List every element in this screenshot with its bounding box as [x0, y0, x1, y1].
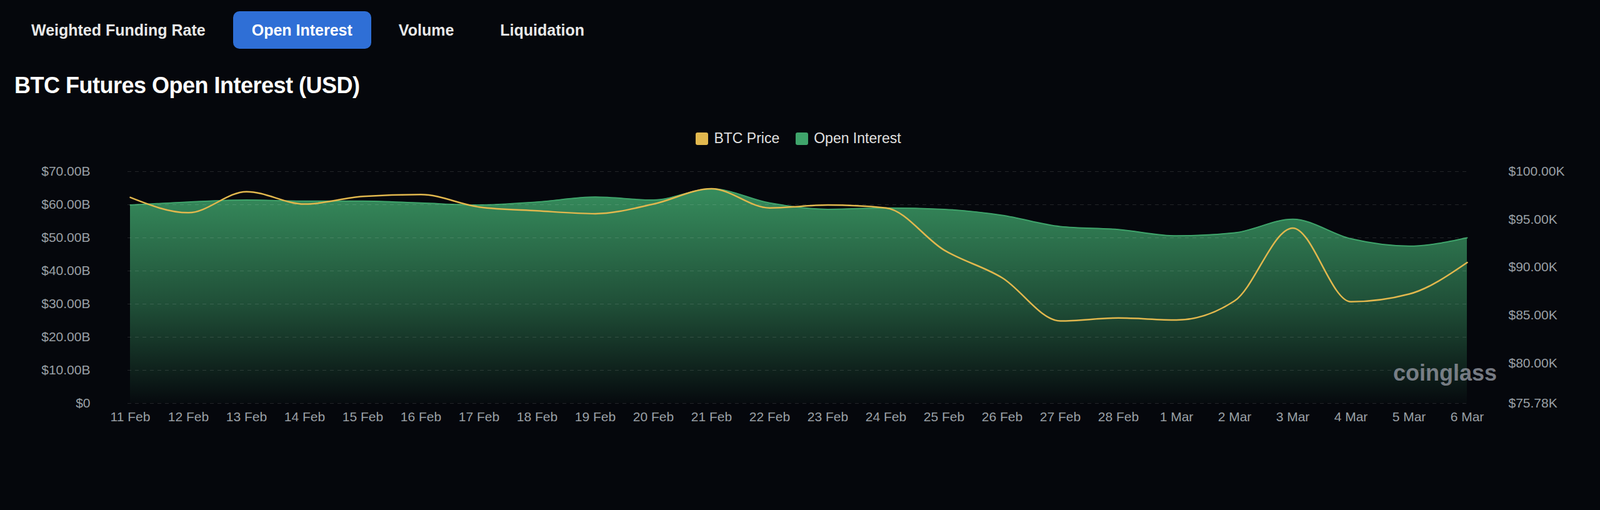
svg-text:$75.78K: $75.78K — [1508, 395, 1558, 410]
svg-text:15 Feb: 15 Feb — [342, 409, 384, 424]
svg-text:12 Feb: 12 Feb — [168, 409, 209, 424]
svg-text:$60.00B: $60.00B — [41, 196, 90, 212]
svg-text:17 Feb: 17 Feb — [458, 409, 500, 424]
svg-text:16 Feb: 16 Feb — [400, 409, 442, 424]
svg-text:20 Feb: 20 Feb — [633, 409, 674, 424]
svg-text:2 Mar: 2 Mar — [1218, 409, 1252, 424]
svg-text:21 Feb: 21 Feb — [691, 409, 732, 424]
svg-text:$80.00K: $80.00K — [1508, 355, 1558, 370]
html-text:Open Interest: Open Interest — [251, 21, 353, 39]
svg-text:$85.00K: $85.00K — [1508, 307, 1558, 322]
svg-text:26 Feb: 26 Feb — [981, 409, 1023, 424]
html-text:BTC Price: BTC Price — [714, 130, 780, 147]
svg-text:3 Mar: 3 Mar — [1276, 409, 1310, 424]
svg-text:$50.00B: $50.00B — [41, 230, 90, 245]
svg-text:25 Feb: 25 Feb — [923, 409, 965, 424]
svg-text:$10.00B: $10.00B — [41, 362, 90, 377]
html-text:coinglass: coinglass — [1393, 360, 1497, 386]
html-text:Volume: Volume — [398, 21, 454, 39]
svg-text:$0: $0 — [75, 395, 90, 410]
svg-text:19 Feb: 19 Feb — [575, 409, 616, 424]
svg-text:$95.00K: $95.00K — [1508, 211, 1558, 227]
svg-text:$70.00B: $70.00B — [41, 163, 90, 179]
svg-text:1 Mar: 1 Mar — [1160, 409, 1194, 424]
html-text:Open Interest: Open Interest — [813, 130, 901, 147]
svg-text:$20.00B: $20.00B — [41, 329, 90, 344]
html-text:BTC Futures Open Interest (USD: BTC Futures Open Interest (USD) — [14, 72, 360, 99]
svg-text:24 Feb: 24 Feb — [865, 409, 907, 424]
svg-text:27 Feb: 27 Feb — [1040, 409, 1081, 424]
svg-text:$40.00B: $40.00B — [41, 263, 90, 278]
svg-text:28 Feb: 28 Feb — [1098, 409, 1139, 424]
svg-text:18 Feb: 18 Feb — [516, 409, 558, 424]
svg-text:5 Mar: 5 Mar — [1392, 409, 1427, 424]
svg-text:11 Feb: 11 Feb — [110, 409, 151, 424]
svg-text:$100.00K: $100.00K — [1508, 163, 1565, 179]
svg-text:13 Feb: 13 Feb — [226, 409, 267, 424]
svg-text:22 Feb: 22 Feb — [749, 409, 790, 424]
html-text:Liquidation: Liquidation — [500, 21, 585, 39]
svg-text:23 Feb: 23 Feb — [807, 409, 849, 424]
svg-text:6 Mar: 6 Mar — [1450, 409, 1485, 424]
svg-text:14 Feb: 14 Feb — [284, 409, 325, 424]
svg-text:$30.00B: $30.00B — [41, 296, 90, 311]
svg-text:4 Mar: 4 Mar — [1334, 409, 1369, 424]
html-text:Weighted Funding Rate: Weighted Funding Rate — [31, 21, 206, 39]
svg-text:$90.00K: $90.00K — [1508, 259, 1558, 274]
